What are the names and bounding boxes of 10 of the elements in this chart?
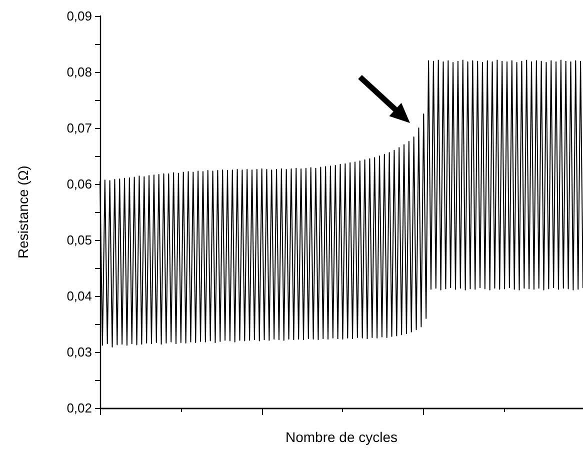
y-tick-label: 0,06	[66, 176, 92, 192]
y-tick-label: 0,02	[66, 400, 92, 416]
y-tick-label: 0,07	[66, 120, 92, 136]
y-tick-label: 0,08	[66, 64, 92, 80]
y-tick-label: 0,04	[66, 288, 92, 304]
y-axis-title: Resistance (Ω)	[15, 166, 31, 258]
x-axis-title: Nombre de cycles	[285, 429, 398, 445]
y-tick-label: 0,09	[66, 8, 92, 24]
y-tick-label: 0,03	[66, 344, 92, 360]
y-tick-label: 0,05	[66, 232, 92, 248]
